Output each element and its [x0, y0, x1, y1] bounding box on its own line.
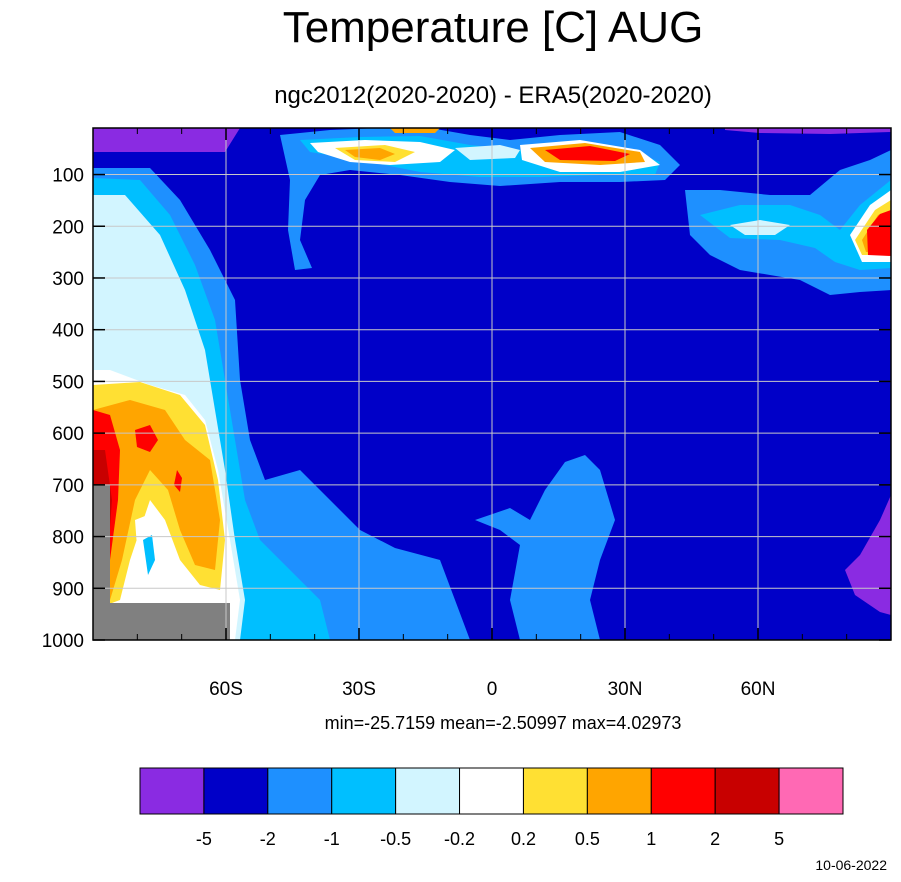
contour-region — [725, 128, 891, 134]
colorbar-label: -5 — [196, 829, 212, 849]
x-tick-label: 0 — [487, 679, 498, 700]
contour-region — [93, 128, 240, 152]
chart-subtitle: ngc2012(2020-2020) - ERA5(2020-2020) — [274, 82, 712, 109]
colorbar-swatch — [778, 767, 844, 815]
colorbar: -5 -2 -1 -0.5 -0.2 0.2 0.5 1 2 5 — [139, 767, 844, 849]
contour-region — [174, 470, 182, 492]
x-tick-label: 30S — [342, 679, 376, 700]
date-stamp: 10-06-2022 — [815, 857, 887, 873]
stats-text: min=-25.7159 mean=-2.50997 max=4.02973 — [325, 713, 682, 733]
x-axis: 60S 30S 0 30N 60N — [136, 128, 848, 700]
contour-region — [867, 210, 891, 256]
gridlines — [93, 128, 891, 640]
colorbar-swatch — [586, 767, 652, 815]
contour-region — [390, 128, 440, 133]
colorbar-label: 1 — [646, 829, 656, 849]
colorbar-label: 2 — [710, 829, 720, 849]
y-tick-label: 400 — [52, 321, 84, 342]
colorbar-swatch — [714, 767, 780, 815]
colorbar-label: -1 — [324, 829, 340, 849]
contour-region — [475, 455, 615, 640]
contour-region — [345, 148, 395, 160]
colorbar-swatch — [267, 767, 333, 815]
contour-region — [845, 495, 891, 615]
chart-title: Temperature [C] AUG — [283, 3, 704, 52]
missing-data-region — [93, 485, 230, 640]
contour-region — [143, 535, 155, 575]
contour-region — [730, 220, 790, 235]
y-tick-label: 800 — [52, 528, 84, 549]
colorbar-label: -2 — [260, 829, 276, 849]
contour-region — [545, 146, 630, 161]
y-tick-label: 300 — [52, 269, 84, 290]
contour-region — [135, 425, 158, 452]
y-tick-label: 900 — [52, 579, 84, 600]
colorbar-swatch — [395, 767, 461, 815]
y-tick-label: 700 — [52, 476, 84, 497]
colorbar-swatch — [522, 767, 588, 815]
contour-region — [700, 180, 891, 270]
colorbar-label: 5 — [774, 829, 784, 849]
y-tick-label: 200 — [52, 217, 84, 238]
colorbar-swatch — [139, 767, 205, 815]
y-tick-label: 600 — [52, 424, 84, 445]
colorbar-swatch — [331, 767, 397, 815]
colorbar-label: 0.2 — [511, 829, 536, 849]
colorbar-swatch — [203, 767, 269, 815]
colorbar-swatch — [650, 767, 716, 815]
x-tick-label: 60N — [741, 679, 776, 700]
y-tick-label: 100 — [52, 166, 84, 187]
contour-region — [93, 400, 220, 600]
colorbar-label: -0.5 — [380, 829, 411, 849]
y-tick-label: 1000 — [42, 631, 84, 652]
y-tick-label: 500 — [52, 372, 84, 393]
colorbar-label: -0.2 — [444, 829, 475, 849]
y-axis: 100 200 300 400 500 600 700 800 900 1000 — [42, 166, 891, 652]
x-tick-label: 30N — [608, 679, 643, 700]
x-tick-label: 60S — [209, 679, 243, 700]
colorbar-label: 0.5 — [575, 829, 600, 849]
contour-region — [455, 145, 520, 160]
colorbar-swatch — [459, 767, 524, 815]
